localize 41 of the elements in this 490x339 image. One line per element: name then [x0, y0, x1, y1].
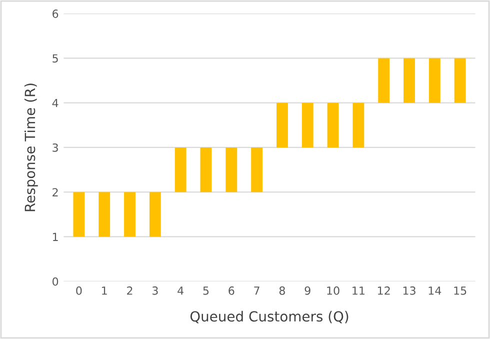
bar: [226, 147, 238, 192]
bar: [352, 102, 364, 148]
x-tick-label: 9: [304, 286, 310, 295]
y-tick-label: 5: [52, 54, 58, 63]
x-tick-label: 7: [254, 286, 260, 295]
y-tick-label: 1: [52, 232, 58, 241]
x-tick-label: 12: [378, 286, 390, 295]
y-tick-label: 4: [52, 98, 58, 108]
x-tick-label: 15: [454, 286, 466, 295]
bar: [428, 58, 440, 103]
bar: [302, 102, 314, 148]
bar: [149, 192, 161, 237]
bar: [404, 58, 415, 103]
x-axis-title: Queued Customers (Q): [190, 310, 348, 324]
bar: [327, 102, 339, 148]
x-tick-label: 14: [428, 286, 442, 295]
bar: [454, 58, 466, 103]
bar: [174, 147, 186, 192]
bar: [73, 192, 85, 237]
bar: [200, 147, 212, 192]
x-tick-label: 0: [76, 286, 82, 295]
x-tick-label: 3: [152, 286, 158, 295]
y-tick-label: 6: [52, 10, 58, 18]
x-tick-label: 13: [403, 286, 416, 295]
x-tick-label: 11: [352, 286, 364, 295]
x-tick-label: 1: [102, 286, 107, 295]
bar: [378, 58, 390, 103]
y-tick-label: 3: [52, 143, 58, 152]
x-tick-label: 2: [127, 286, 132, 295]
y-axis-title: Response Time (R): [24, 84, 38, 212]
x-tick-label: 5: [203, 286, 209, 295]
y-tick-label: 2: [52, 188, 58, 196]
bar: [251, 147, 263, 192]
y-tick-label: 0: [52, 277, 58, 286]
bar: [98, 192, 110, 237]
x-tick-label: 10: [327, 286, 340, 295]
bar: [124, 192, 136, 237]
x-tick-label: 8: [279, 286, 285, 295]
x-tick-label: 6: [228, 286, 234, 295]
bar: [276, 102, 288, 148]
x-tick-label: 4: [178, 286, 184, 295]
